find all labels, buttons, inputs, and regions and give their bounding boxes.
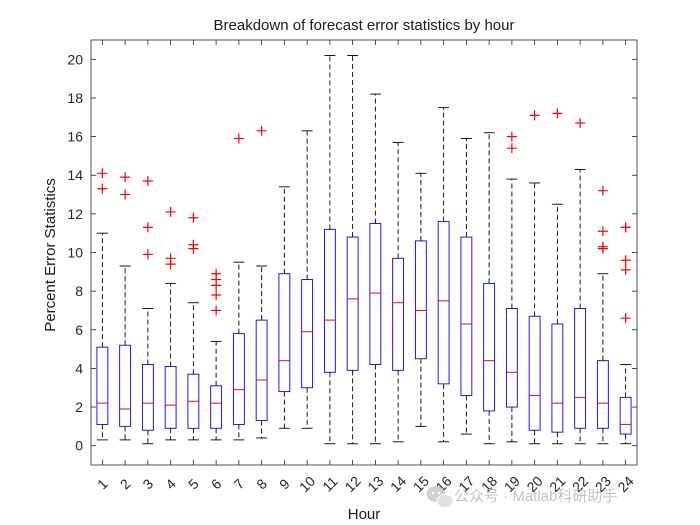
wechat-icon	[426, 486, 454, 508]
box-iqr	[460, 236, 473, 396]
outlier-marker	[506, 131, 517, 142]
box-iqr	[414, 240, 427, 360]
box-iqr	[505, 308, 518, 408]
y-tick-label: 14	[67, 167, 83, 183]
outlier-marker	[142, 222, 153, 233]
x-tick-label: 8	[253, 475, 270, 492]
chart-title: Breakdown of forecast error statistics b…	[214, 17, 515, 34]
x-tick-label: 14	[387, 473, 409, 495]
box-iqr	[323, 228, 336, 373]
outlier-marker	[506, 143, 517, 154]
box-iqr	[596, 360, 609, 429]
outlier-marker	[211, 290, 222, 300]
box-iqr	[255, 319, 268, 422]
x-tick-label: 7	[230, 475, 247, 492]
x-tick-label: 9	[276, 475, 293, 492]
x-tick-label: 1	[94, 475, 111, 492]
box-iqr	[278, 273, 291, 393]
y-tick-label: 20	[67, 51, 83, 67]
y-tick-label: 0	[75, 438, 83, 454]
box-iqr	[574, 308, 587, 429]
box-iqr	[392, 257, 405, 371]
outlier-marker	[211, 268, 222, 279]
x-tick-label: 3	[139, 475, 156, 492]
x-tick-label: 10	[296, 473, 318, 495]
box-iqr	[551, 323, 564, 433]
y-tick-label: 4	[75, 360, 83, 376]
outlier-marker	[188, 212, 199, 223]
box-iqr	[210, 385, 223, 429]
outlier-marker	[575, 118, 586, 129]
box-iqr	[164, 366, 177, 429]
x-tick-label: 5	[185, 475, 202, 492]
x-tick-label: 13	[364, 473, 386, 495]
outlier-marker	[597, 241, 608, 252]
y-tick-label: 12	[67, 206, 83, 222]
y-tick-label: 18	[67, 90, 83, 106]
y-axis-label: Percent Error Statistics	[42, 178, 59, 331]
box-iqr	[119, 344, 132, 427]
x-tick-label: 11	[319, 473, 341, 495]
outlier-marker	[620, 222, 631, 233]
y-tick-label: 6	[75, 322, 83, 338]
y-tick-label: 2	[75, 399, 83, 415]
outlier-marker	[620, 313, 631, 324]
x-axis-label: Hour	[348, 506, 381, 523]
outlier-marker	[597, 185, 608, 196]
x-tick-label: 24	[614, 473, 636, 495]
box-iqr	[141, 364, 154, 431]
y-tick-label: 10	[67, 245, 83, 261]
outlier-marker	[165, 253, 176, 264]
outlier-marker	[597, 226, 608, 237]
outlier-marker	[211, 305, 222, 316]
box-iqr	[232, 333, 245, 425]
x-tick-label: 6	[208, 475, 225, 492]
x-tick-label: 12	[341, 473, 363, 495]
outlier-marker	[188, 239, 199, 250]
box-iqr	[528, 315, 541, 431]
box-iqr	[96, 346, 109, 425]
outlier-marker	[620, 264, 631, 275]
watermark: 公众号 · Matlab科研助手	[426, 486, 617, 508]
outlier-marker	[529, 110, 540, 121]
outlier-marker	[256, 125, 267, 136]
outlier-marker	[97, 168, 108, 179]
outlier-marker	[120, 189, 131, 200]
box-iqr	[619, 396, 632, 435]
outlier-marker	[620, 255, 631, 266]
outlier-marker	[233, 133, 244, 144]
box-iqr	[346, 236, 359, 371]
outlier-marker	[142, 249, 153, 260]
axes-frame	[90, 39, 638, 466]
box-iqr	[483, 282, 496, 412]
watermark-text: 公众号 · Matlab科研助手	[454, 488, 617, 505]
x-tick-label: 2	[117, 475, 134, 492]
x-tick-label: 4	[162, 475, 179, 492]
box-iqr	[369, 223, 382, 365]
outlier-marker	[165, 206, 176, 217]
y-tick-label: 16	[67, 129, 83, 145]
outlier-marker	[142, 176, 153, 187]
outlier-marker	[97, 183, 108, 194]
outlier-marker	[552, 108, 563, 119]
box-iqr	[437, 221, 450, 385]
y-tick-label: 8	[75, 283, 83, 299]
outlier-marker	[120, 172, 131, 183]
box-iqr	[301, 279, 314, 389]
